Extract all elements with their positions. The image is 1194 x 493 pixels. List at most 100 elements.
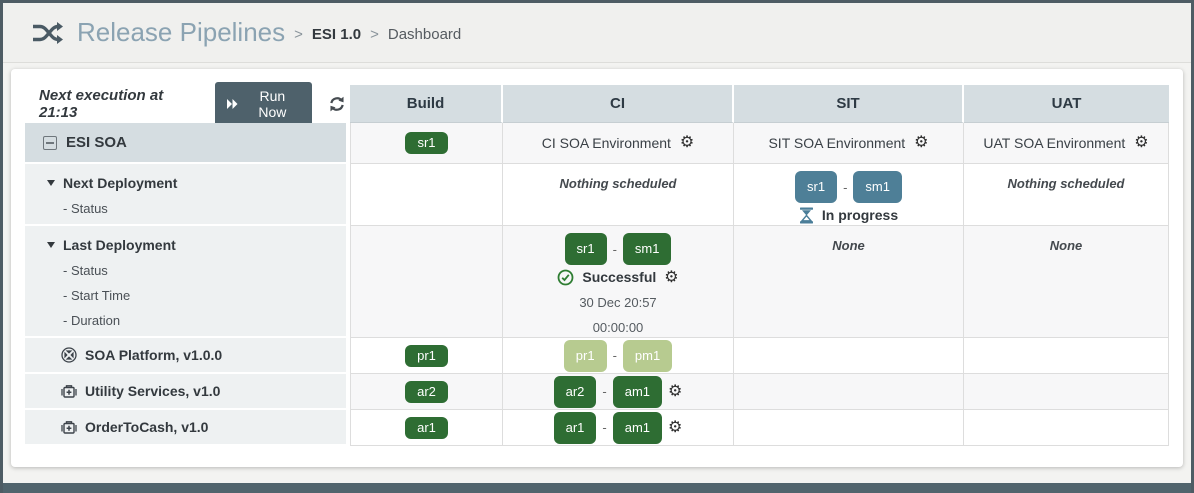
- last-deployment-label-cell: Last Deployment - Status - Start Time - …: [25, 226, 346, 338]
- package-row: OrderToCash, v1.0 ar1 ar1 - am1 ⚙: [25, 410, 1169, 446]
- application-icon: [61, 384, 77, 399]
- badge-separator: -: [602, 420, 607, 435]
- last-deployment-label: Last Deployment: [63, 237, 176, 253]
- uat-next-deployment-cell: Nothing scheduled: [964, 164, 1169, 226]
- next-deployment-label: Next Deployment: [63, 175, 178, 191]
- badge-separator: -: [843, 179, 848, 195]
- window-bottom-frame: [3, 483, 1191, 493]
- ci-next-deployment-cell: Nothing scheduled: [503, 164, 734, 226]
- column-header-build: Build: [350, 85, 503, 123]
- sit-environment-cell: SIT SOA Environment ⚙: [734, 123, 964, 164]
- release-badge[interactable]: pr1: [405, 344, 448, 367]
- gear-icon[interactable]: ⚙: [679, 134, 695, 151]
- breadcrumb-separator: >: [370, 26, 379, 43]
- status-sublabel: - Status: [63, 263, 108, 278]
- package-name-cell: SOA Platform, v1.0.0: [25, 338, 346, 374]
- caret-down-icon[interactable]: [47, 180, 55, 186]
- uat-environment-cell: UAT SOA Environment ⚙: [964, 123, 1169, 164]
- package-row: Utility Services, v1.0 ar2 ar2 - am1 ⚙: [25, 374, 1169, 410]
- uat-last-deployment-cell: None: [964, 226, 1169, 338]
- nothing-scheduled-text: Nothing scheduled: [1007, 176, 1125, 191]
- sit-next-deployment-cell: sr1 - sm1: [734, 164, 964, 226]
- ci-last-deployment-cell: sr1 - sm1 Successful: [503, 226, 734, 338]
- release-badge[interactable]: pm1: [622, 339, 673, 372]
- refresh-icon[interactable]: [328, 95, 346, 113]
- run-now-button[interactable]: Run Now: [214, 81, 312, 127]
- uat-package-cell: [964, 374, 1169, 410]
- package-name: OrderToCash, v1.0: [85, 419, 209, 435]
- dashboard-card: Next execution at 21:13 Run Now: [11, 69, 1183, 467]
- application-icon: [61, 420, 77, 435]
- release-badge[interactable]: ar2: [405, 380, 448, 403]
- fast-forward-icon: [226, 98, 238, 109]
- hourglass-icon: [799, 207, 814, 224]
- package-name-cell: Utility Services, v1.0: [25, 374, 346, 410]
- gear-icon[interactable]: ⚙: [1134, 134, 1149, 151]
- sit-last-deployment-cell: None: [734, 226, 964, 338]
- next-deployment-row: Next Deployment - Status Nothing schedul…: [25, 164, 1169, 226]
- table-header-row: Next execution at 21:13 Run Now: [25, 81, 1169, 127]
- start-time-value: 30 Dec 20:57: [579, 295, 657, 310]
- none-text: None: [1049, 238, 1083, 253]
- release-badge[interactable]: ar1: [553, 411, 597, 444]
- gear-icon[interactable]: ⚙: [914, 134, 929, 151]
- release-badge[interactable]: sr1: [795, 171, 838, 203]
- page-content: Next execution at 21:13 Run Now: [3, 63, 1191, 483]
- gear-icon[interactable]: ⚙: [668, 418, 683, 436]
- release-badge[interactable]: sr1: [405, 132, 448, 154]
- page-title[interactable]: Release Pipelines: [77, 17, 286, 47]
- pipeline-table: Next execution at 21:13 Run Now: [25, 81, 1169, 446]
- badge-separator: -: [612, 348, 617, 363]
- sit-package-cell: [734, 410, 964, 446]
- column-header-ci: CI: [503, 85, 734, 123]
- build-cell: ar2: [350, 374, 503, 410]
- ci-package-cell: pr1 - pm1: [503, 338, 734, 374]
- release-badge[interactable]: ar2: [553, 375, 597, 408]
- gear-icon[interactable]: ⚙: [664, 268, 679, 286]
- pipeline-name-cell: ESI SOA: [25, 123, 346, 164]
- build-cell: [350, 226, 503, 338]
- next-deployment-label-cell: Next Deployment - Status: [25, 164, 346, 226]
- package-name-cell: OrderToCash, v1.0: [25, 410, 346, 446]
- release-badge[interactable]: am1: [612, 411, 663, 444]
- ci-environment-label: CI SOA Environment: [541, 135, 671, 151]
- column-header-uat: UAT: [964, 85, 1169, 123]
- successful-text: Successful: [582, 269, 657, 285]
- badge-separator: -: [602, 384, 607, 399]
- duration-value: 00:00:00: [592, 320, 644, 335]
- pipeline-row: ESI SOA sr1 CI SOA Environment ⚙: [25, 123, 1169, 164]
- release-badge[interactable]: am1: [612, 375, 663, 408]
- build-cell: sr1: [350, 123, 503, 164]
- package-name: Utility Services, v1.0: [85, 383, 221, 399]
- release-badge[interactable]: pr1: [563, 339, 607, 372]
- column-header-sit: SIT: [734, 85, 964, 123]
- last-deployment-row: Last Deployment - Status - Start Time - …: [25, 226, 1169, 338]
- start-time-sublabel: - Start Time: [63, 288, 131, 303]
- uat-environment-label: UAT SOA Environment: [983, 135, 1126, 151]
- release-badge[interactable]: sm1: [853, 171, 902, 203]
- page-header: Release Pipelines > ESI 1.0 > Dashboard: [3, 3, 1191, 63]
- ci-environment-cell: CI SOA Environment ⚙: [503, 123, 734, 164]
- breadcrumb-pipeline[interactable]: ESI 1.0: [311, 26, 362, 43]
- platform-icon: [61, 347, 77, 363]
- nothing-scheduled-text: Nothing scheduled: [559, 176, 677, 191]
- ci-package-cell: ar1 - am1 ⚙: [503, 410, 734, 446]
- badge-separator: -: [612, 241, 617, 257]
- uat-package-cell: [964, 410, 1169, 446]
- release-badge[interactable]: ar1: [405, 416, 448, 439]
- collapse-icon[interactable]: [43, 135, 57, 150]
- build-cell: [350, 164, 503, 226]
- package-name: SOA Platform, v1.0.0: [85, 347, 223, 363]
- uat-package-cell: [964, 338, 1169, 374]
- sit-environment-label: SIT SOA Environment: [768, 135, 906, 151]
- package-row: SOA Platform, v1.0.0 pr1 pr1 - pm1: [25, 338, 1169, 374]
- release-badge[interactable]: sm1: [622, 233, 672, 265]
- breadcrumb-separator: >: [294, 26, 303, 43]
- check-circle-icon: [557, 269, 574, 286]
- gear-icon[interactable]: ⚙: [668, 382, 683, 400]
- caret-down-icon[interactable]: [47, 242, 55, 248]
- release-badge[interactable]: sr1: [564, 233, 607, 265]
- none-text: None: [832, 238, 865, 253]
- toolbar: Next execution at 21:13 Run Now: [25, 81, 346, 127]
